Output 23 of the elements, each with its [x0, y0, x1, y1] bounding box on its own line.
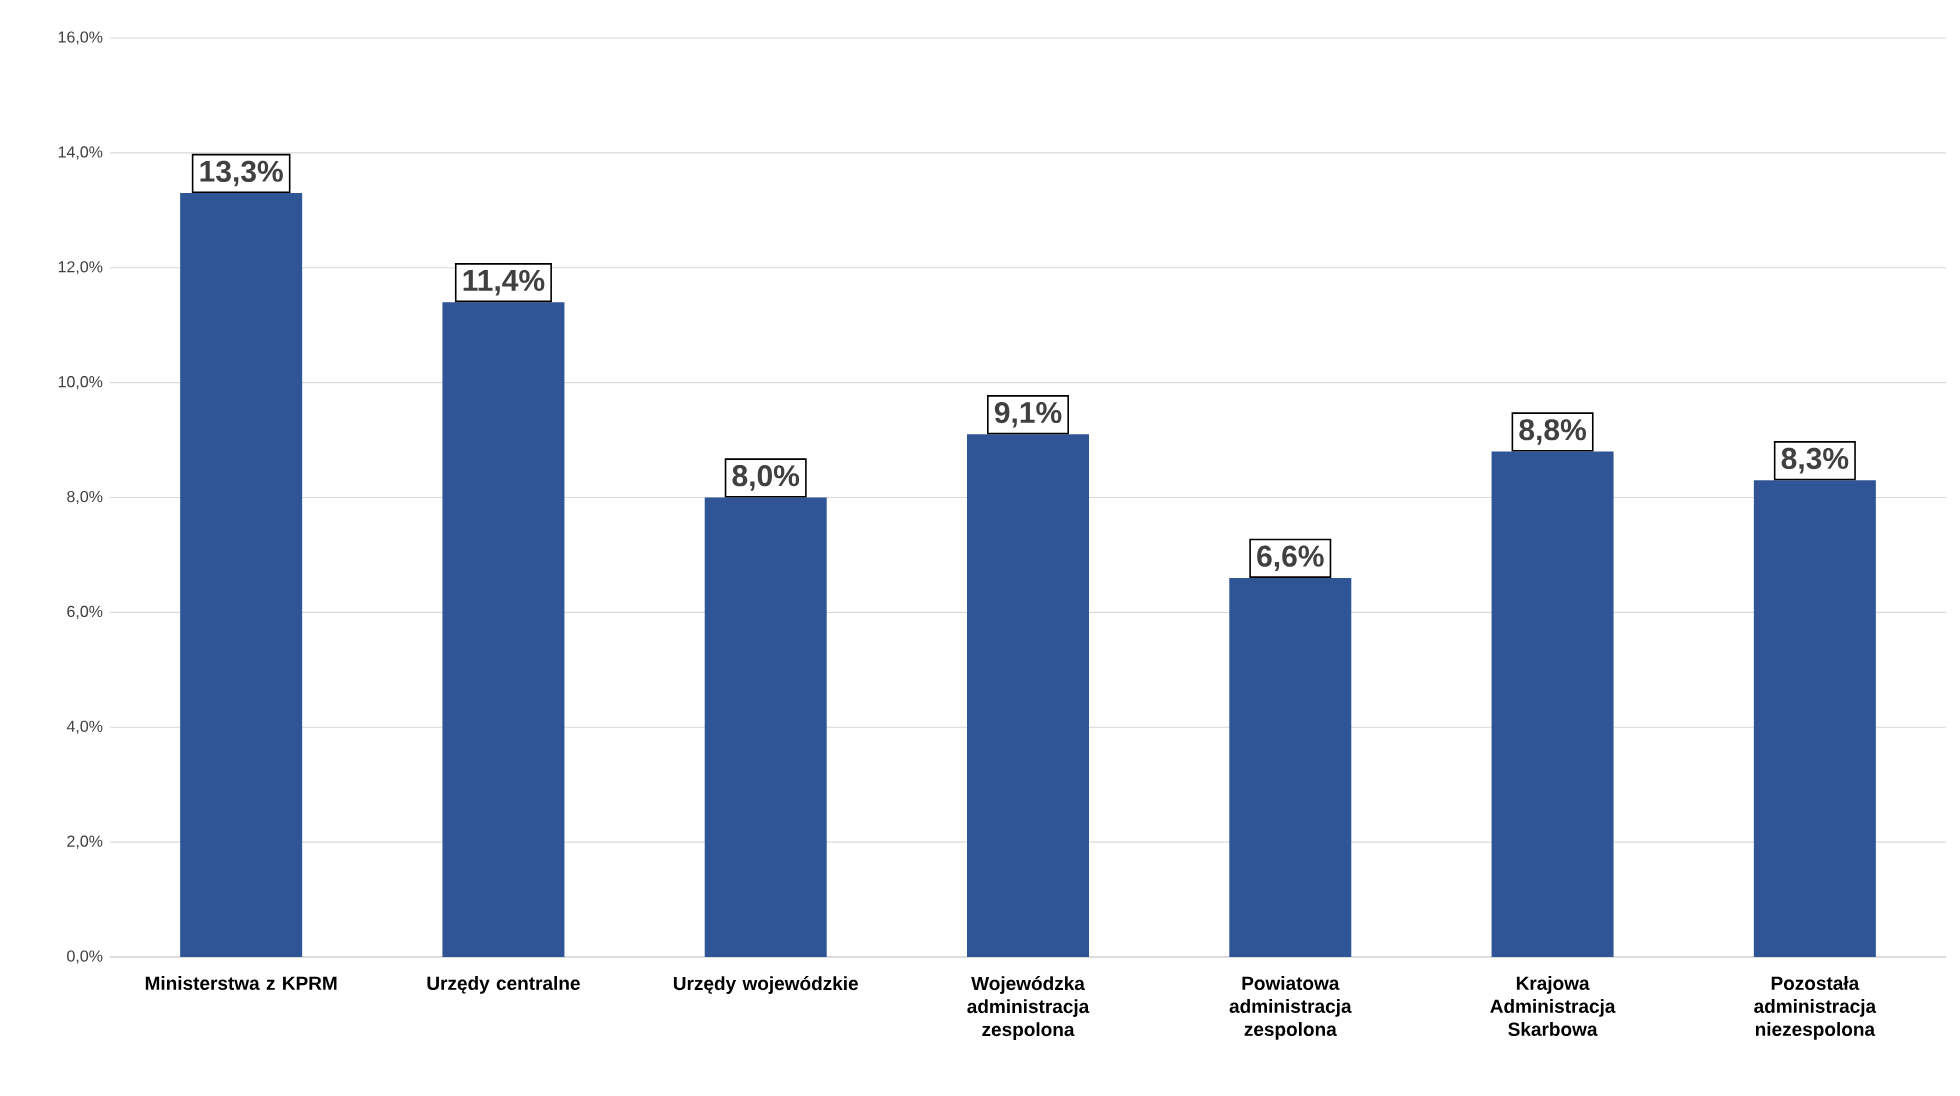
x-tick-label: Krajowa Administracja Skarbowa: [1490, 976, 1616, 1037]
y-tick-label: 6,0%: [67, 605, 103, 619]
data-label: 9,1%: [994, 401, 1062, 428]
x-tick-label: Ministerstwa z KPRM: [145, 976, 337, 991]
y-tick-label: 14,0%: [58, 146, 103, 160]
y-tick-label: 12,0%: [58, 261, 103, 275]
x-tick-label: Wojewódzka administracja zespolona: [967, 976, 1090, 1040]
data-label: 8,8%: [1519, 419, 1586, 445]
x-tick-label: Urzędy wojewódzkie: [673, 976, 858, 994]
y-tick-label: 2,0%: [67, 835, 103, 849]
y-tick-label: 16,0%: [58, 31, 103, 45]
x-tick-label: Urzędy centralne: [427, 976, 580, 994]
data-label: 8,3%: [1781, 447, 1849, 474]
data-label: 8,0%: [732, 465, 800, 491]
y-tick-label: 4,0%: [66, 720, 103, 734]
data-label: 6,6%: [1257, 545, 1324, 572]
data-label: 11,4%: [463, 269, 545, 296]
y-tick-label: 8,0%: [67, 490, 103, 505]
x-tick-label: Powiatowa administracja zespolona: [1229, 976, 1352, 1040]
x-tick-label: Pozostała administracja niezespolona: [1754, 976, 1877, 1040]
data-label: 13,3%: [200, 160, 283, 187]
y-tick-label: 0,0%: [67, 950, 103, 964]
y-tick-label: 10,0%: [58, 376, 103, 390]
